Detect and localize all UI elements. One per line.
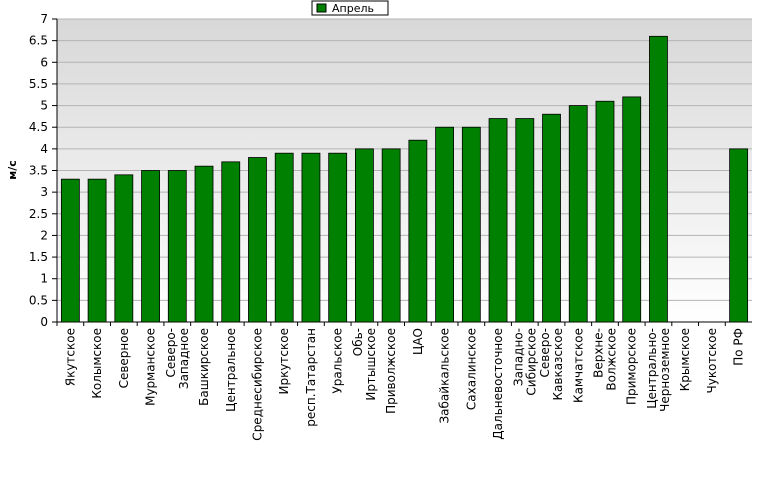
y-tick-label: 1 (40, 272, 48, 286)
bar (649, 35, 668, 323)
bar (114, 174, 134, 323)
x-tick-label: Забайкальское (438, 328, 452, 424)
bar (729, 148, 749, 323)
x-tick-label: Чукотское (705, 328, 719, 393)
legend: Апрель (311, 0, 389, 16)
y-tick-label: 5 (40, 99, 48, 113)
bar (301, 152, 321, 323)
y-tick-label: 0 (40, 315, 48, 329)
y-tick-label: 3.5 (29, 164, 48, 178)
bar (408, 139, 428, 323)
x-tick-label: По РФ (732, 328, 746, 366)
x-tick-label: Центральное (224, 328, 238, 412)
bar (87, 178, 107, 323)
x-tick-label: Обь-Иртышское (351, 328, 378, 401)
x-tick-label: Уральское (331, 328, 345, 394)
x-tick-label: Северо-Кавказское (538, 328, 565, 401)
x-tick-label: Приволжское (384, 328, 398, 414)
x-tick-label: Камчатское (571, 328, 585, 403)
bar (328, 152, 348, 323)
bar (515, 118, 535, 323)
x-tick-label: Среднесибирское (250, 328, 264, 441)
bar (595, 100, 615, 323)
y-tick-label: 1.5 (29, 250, 48, 264)
legend-box (311, 0, 389, 16)
x-tick-label: Верхне-Волжское (591, 328, 618, 391)
legend-label: Апрель (332, 2, 374, 15)
x-tick-label: Колымское (90, 328, 104, 399)
y-tick-label: 4 (40, 142, 48, 156)
bar (167, 170, 187, 323)
y-axis-label: м/с (6, 160, 19, 180)
x-tick-label: Приморское (625, 328, 639, 405)
bar (435, 126, 454, 323)
x-tick-label: Башкирское (197, 328, 211, 406)
legend-swatch (316, 3, 327, 13)
x-tick-label: респ.Татарстан (304, 328, 318, 427)
y-tick-label: 5.5 (29, 77, 48, 91)
bar (622, 96, 642, 323)
x-tick-label: Северо-Западное (164, 328, 191, 389)
y-tick-label: 3 (40, 185, 48, 199)
y-tick-label: 6.5 (29, 34, 48, 48)
bar (221, 161, 241, 323)
bar (381, 148, 401, 323)
x-tick-label: Дальневосточное (491, 328, 505, 440)
x-tick-label: ЦАО (411, 328, 425, 355)
y-tick-label: 4.5 (29, 120, 48, 134)
y-tick-label: 2.5 (29, 207, 48, 221)
x-tick-label: Иркутское (277, 328, 291, 395)
bar (542, 113, 561, 323)
bar (355, 148, 374, 323)
x-tick-label: Западно-Сибирское (511, 328, 538, 396)
y-tick-label: 0.5 (29, 293, 48, 307)
x-tick-label: Сахалинское (464, 328, 478, 410)
bar (248, 157, 267, 323)
x-tick-label: Крымское (678, 328, 692, 391)
bar (194, 165, 214, 323)
x-tick-label: Мурманское (144, 328, 158, 406)
bar (60, 178, 80, 323)
y-tick-label: 2 (40, 228, 48, 242)
x-tick-label: Якутское (63, 328, 77, 386)
bar (488, 118, 508, 323)
y-tick-label: 7 (40, 12, 48, 26)
bar (461, 126, 481, 323)
x-tick-label: Центрально-Черноземное (645, 328, 672, 412)
y-tick-label: 6 (40, 55, 48, 69)
bar (568, 105, 588, 323)
bar (141, 170, 160, 323)
x-tick-label: Северное (117, 328, 131, 388)
bar (274, 152, 294, 323)
